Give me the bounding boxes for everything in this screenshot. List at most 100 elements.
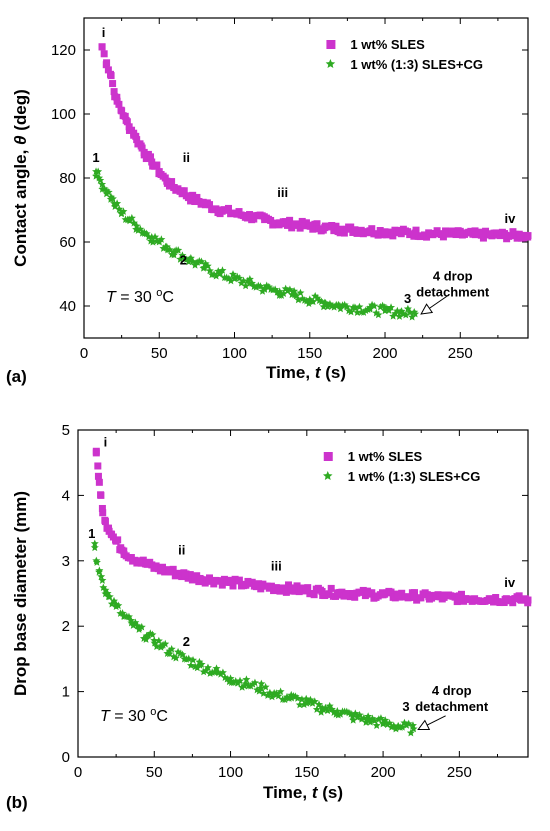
data-point-star: [226, 276, 235, 285]
data-point-square: [248, 578, 256, 586]
data-point: [140, 228, 149, 236]
annotation: detachment: [415, 699, 489, 714]
y-tick-label: 120: [51, 42, 76, 59]
data-point: [130, 129, 138, 137]
y-tick-label: 2: [62, 618, 70, 635]
legend-marker-star: [322, 471, 333, 481]
data-point-star: [176, 255, 185, 263]
data-point: [231, 209, 239, 217]
data-point-square: [147, 153, 155, 161]
data-point-square: [328, 221, 336, 229]
data-point-star: [203, 663, 212, 672]
data-point: [200, 200, 208, 208]
data-point-star: [401, 310, 410, 319]
data-point-star: [277, 291, 286, 299]
chart-panel-b: 0 50 100 150 200 250 0 1 2 3 4 5 Time, t (s) Drop bas…: [6, 422, 532, 812]
data-point-star: [276, 687, 285, 696]
data-point-star: [170, 250, 178, 259]
data-point-star: [242, 675, 251, 683]
data-point-square: [229, 582, 237, 590]
annotation: i: [104, 434, 108, 449]
data-point-star: [300, 700, 309, 709]
data-point-star: [257, 679, 266, 688]
temperature-label-part: T: [106, 289, 117, 306]
data-point-star: [199, 667, 208, 676]
data-point-square: [340, 229, 348, 237]
data-point-square: [359, 586, 367, 594]
data-point-square: [267, 216, 275, 224]
annotation: iv: [504, 575, 516, 590]
series-sles-cg: [90, 539, 418, 737]
detachment-arrow-head: [420, 303, 434, 315]
data-point-square: [109, 80, 117, 88]
annotation: iii: [277, 185, 288, 200]
data-point: [105, 524, 113, 532]
data-point-star: [142, 635, 151, 643]
data-point: [288, 585, 296, 593]
data-point: [92, 167, 101, 175]
data-point-star: [193, 663, 202, 672]
legend-label: 1 wt% SLES: [350, 37, 425, 52]
data-point: [143, 560, 151, 568]
data-point-square: [374, 231, 382, 239]
data-point-star: [295, 700, 304, 709]
data-point-square: [99, 509, 107, 517]
x-tick-label: 0: [80, 345, 88, 362]
data-point: [366, 227, 374, 235]
temperature-label-part: = 30: [110, 708, 150, 725]
plot-frame: [77, 429, 529, 758]
data-point: [381, 306, 390, 315]
panel-label: (b): [6, 793, 28, 812]
y-tick-label: 1: [62, 684, 70, 701]
data-point: [365, 305, 374, 313]
data-point-star: [218, 266, 227, 274]
series-sles-cg: [92, 167, 420, 321]
y-tick-label: 0: [62, 749, 70, 766]
data-point: [157, 641, 166, 650]
data-point: [409, 724, 418, 733]
data-point-star: [274, 691, 283, 700]
x-tick-label: 100: [218, 764, 243, 781]
x-axis-label: Time, t (s): [263, 783, 343, 802]
data-point-square: [457, 590, 465, 598]
data-point: [394, 722, 403, 730]
data-point-square: [298, 217, 306, 225]
x-axis-label-part: Time,: [263, 783, 312, 802]
data-point: [290, 290, 299, 299]
data-point-star: [387, 303, 396, 311]
data-point-star: [250, 678, 259, 687]
data-point: [471, 231, 479, 239]
x-tick-label: 250: [447, 764, 472, 781]
data-point-star: [283, 286, 292, 295]
data-point: [242, 580, 250, 588]
data-point-star: [374, 715, 383, 723]
data-point: [501, 231, 509, 239]
data-point: [118, 107, 126, 115]
data-point-square: [338, 588, 346, 596]
data-point: [193, 196, 201, 204]
data-point: [117, 209, 126, 217]
data-point-star: [104, 188, 113, 196]
data-point: [180, 654, 189, 663]
data-point-square: [267, 582, 275, 590]
data-point-star: [296, 288, 305, 297]
data-point-star: [310, 697, 319, 705]
x-axis-label-part: Time,: [266, 363, 315, 382]
annotation: 2: [180, 252, 187, 267]
data-point: [411, 229, 419, 237]
data-point-square: [282, 588, 290, 596]
x-tick-label: 200: [373, 345, 398, 362]
data-point-square: [165, 182, 173, 190]
data-point-square: [417, 594, 425, 602]
data-point: [178, 187, 186, 195]
data-point: [103, 59, 111, 67]
annotation: detachment: [416, 284, 490, 299]
data-point: [227, 578, 235, 586]
data-point: [333, 589, 341, 597]
data-point: [335, 301, 344, 310]
temperature-label-part: C: [156, 708, 168, 725]
data-point: [119, 612, 128, 620]
data-point: [440, 593, 448, 601]
data-point: [215, 269, 224, 278]
data-point-square: [313, 220, 321, 228]
